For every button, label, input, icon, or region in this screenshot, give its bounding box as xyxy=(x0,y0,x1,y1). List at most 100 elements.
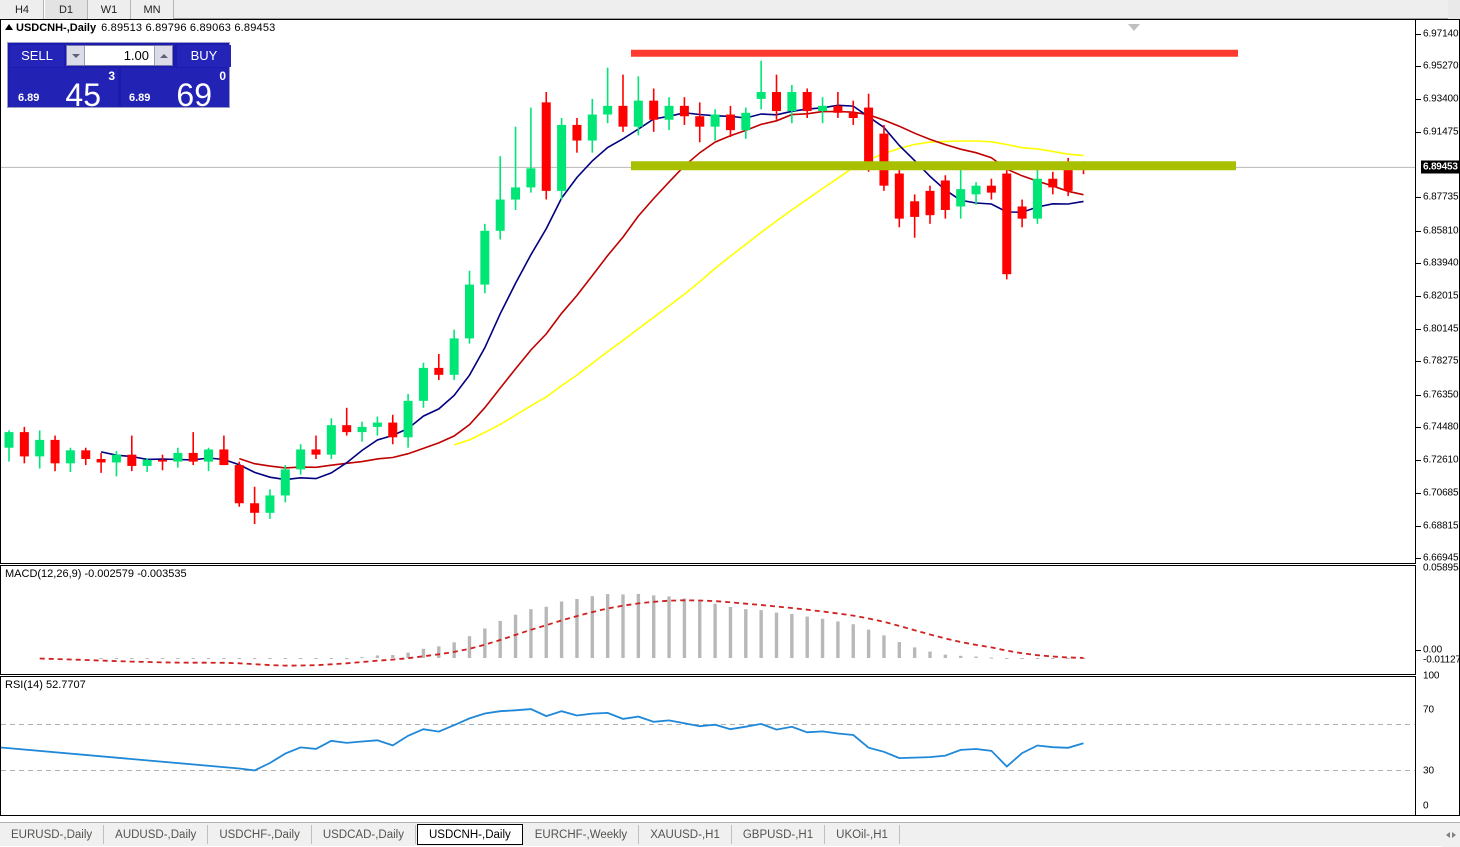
symbol-name: USDCNH-,Daily xyxy=(16,22,97,34)
period-toolbar: H4 D1 W1 MN xyxy=(0,0,1460,19)
candle xyxy=(35,430,45,469)
sell-button[interactable]: SELL xyxy=(10,44,64,67)
chart-tab-usdchfdaily[interactable]: USDCHF-,Daily xyxy=(208,825,312,844)
price-tick xyxy=(1416,132,1421,134)
candle xyxy=(894,164,904,228)
candle xyxy=(50,435,60,472)
price-tick-label: 6.68815 xyxy=(1423,520,1459,532)
macd-histogram-bar xyxy=(483,628,487,658)
price-pane[interactable]: USDCNH-,Daily 6.89513 6.89796 6.89063 6.8… xyxy=(0,19,1416,564)
period-tab-mn[interactable]: MN xyxy=(131,0,174,19)
macd-histogram-bar xyxy=(421,648,426,658)
candle xyxy=(1017,199,1027,228)
rsi-pane[interactable]: RSI(14) 52.7707 xyxy=(0,676,1416,816)
volume-stepper[interactable]: 1.00 xyxy=(66,45,173,66)
period-tab-d1[interactable]: D1 xyxy=(44,0,88,19)
macd-chart-canvas xyxy=(39,593,1086,667)
price-tick-label: 6.91475 xyxy=(1423,126,1459,138)
price-tick xyxy=(1416,558,1421,559)
candle xyxy=(204,447,214,472)
period-tab-h4[interactable]: H4 xyxy=(0,0,44,19)
candle xyxy=(848,100,858,125)
candle xyxy=(142,458,152,473)
candle xyxy=(158,454,167,471)
macd-histogram-bar xyxy=(160,658,165,659)
volume-input[interactable]: 1.00 xyxy=(85,46,154,65)
price-tick xyxy=(1416,427,1421,429)
symbol-ohlc: 6.89513 6.89796 6.89063 6.89453 xyxy=(101,22,276,34)
candle xyxy=(695,102,705,143)
macd-histogram-bar xyxy=(329,658,334,659)
macd-histogram-bar xyxy=(713,603,717,658)
candle xyxy=(587,98,597,153)
macd-histogram-bar xyxy=(636,593,641,658)
candle xyxy=(1048,171,1058,195)
price-tick xyxy=(1416,394,1421,396)
candle xyxy=(495,156,505,240)
candle xyxy=(664,97,674,131)
price-tick-label: 6.78275 xyxy=(1423,355,1459,367)
price-tick xyxy=(1416,34,1421,35)
chart-tab-usdcnhdaily[interactable]: USDCNH-,Daily xyxy=(416,824,523,845)
buy-price-fraction: 0 xyxy=(219,69,226,83)
macd-histogram-bar xyxy=(99,658,103,659)
macd-histogram-bar xyxy=(897,642,901,658)
volume-decrease-button[interactable] xyxy=(67,46,85,65)
candle xyxy=(127,435,137,472)
candle xyxy=(541,91,551,200)
candle xyxy=(403,393,413,448)
macd-histogram-bar xyxy=(652,595,656,658)
price-tick-label: 6.74480 xyxy=(1423,421,1459,433)
candle xyxy=(618,74,628,132)
macd-histogram-bar xyxy=(698,601,702,658)
candle xyxy=(818,97,828,124)
macd-pane[interactable]: MACD(12,26,9) -0.002579 -0.003535 xyxy=(0,565,1416,675)
macd-histogram-bar xyxy=(667,596,671,658)
sell-price-block[interactable]: 6.89 45 3 xyxy=(10,68,118,111)
collapse-triangle-icon[interactable] xyxy=(5,24,13,30)
buy-button[interactable]: BUY xyxy=(177,44,231,67)
rsi-scale-label: 0 xyxy=(1423,800,1429,812)
chart-tab-audusddaily[interactable]: AUDUSD-,Daily xyxy=(104,825,209,844)
chart-tab-xauusdh1[interactable]: XAUUSD-,H1 xyxy=(639,825,732,844)
candle xyxy=(1032,164,1042,224)
macd-histogram-bar xyxy=(759,610,763,658)
macd-histogram-bar xyxy=(851,624,855,658)
toolbar-right-gap xyxy=(1448,0,1460,19)
candle xyxy=(96,452,106,473)
macd-signal-line xyxy=(39,599,1084,667)
chart-tab-gbpusdh1[interactable]: GBPUSD-,H1 xyxy=(732,825,826,844)
candle xyxy=(910,194,920,238)
trade-panel-quotes: 6.89 45 3 6.89 69 0 xyxy=(10,68,229,111)
price-scale[interactable]: 6.97140 6.95270 6.93400 6.91475 6.87735 6.858… xyxy=(1416,19,1460,816)
price-tick-label: 6.87735 xyxy=(1423,191,1459,203)
macd-histogram-bar xyxy=(375,655,380,658)
price-tick xyxy=(1416,197,1421,199)
price-chart-canvas[interactable] xyxy=(1,20,1415,563)
price-tick-label: 6.93400 xyxy=(1423,93,1459,105)
buy-price-block[interactable]: 6.89 69 0 xyxy=(121,68,229,111)
trade-panel-controls: SELL 1.00 BUY xyxy=(8,43,231,67)
candle xyxy=(649,88,659,132)
macd-histogram-bar xyxy=(206,658,211,659)
tabbar-scroll-arrows[interactable] xyxy=(1442,822,1460,847)
chart-tab-ukoilh1[interactable]: UKOil-,H1 xyxy=(825,825,900,844)
candle xyxy=(741,107,751,139)
macd-histogram-bar xyxy=(176,658,180,659)
macd-histogram-bar xyxy=(513,614,518,658)
macd-histogram-bar xyxy=(298,658,303,659)
chart-tab-eurchfweekly[interactable]: EURCHF-,Weekly xyxy=(524,825,640,844)
macd-histogram-bar xyxy=(836,621,840,658)
chart-tab-usdcaddaily[interactable]: USDCAD-,Daily xyxy=(312,825,416,844)
price-tick xyxy=(1416,296,1421,298)
sell-price-main: 45 xyxy=(65,77,101,113)
candle xyxy=(557,117,567,200)
period-tab-w1[interactable]: W1 xyxy=(88,0,131,19)
macd-scale-label: 0.058954 xyxy=(1423,562,1460,574)
one-click-trade-panel[interactable]: SELL 1.00 BUY 6.89 45 xyxy=(7,42,231,111)
price-tick-label: 6.83940 xyxy=(1423,257,1459,269)
macd-histogram-bar xyxy=(130,658,134,659)
candle xyxy=(388,414,398,445)
chart-tab-eurusddaily[interactable]: EURUSD-,Daily xyxy=(0,825,105,844)
volume-increase-button[interactable] xyxy=(154,46,172,65)
